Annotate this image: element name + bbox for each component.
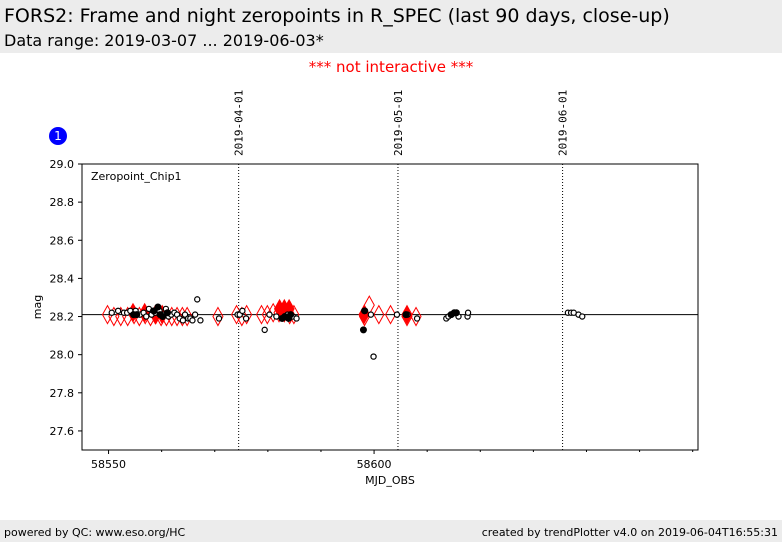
data-point-open-circle bbox=[367, 311, 375, 318]
data-point-open-circle bbox=[261, 326, 268, 334]
data-point-open-circle bbox=[189, 317, 196, 324]
data-point-open-circle bbox=[114, 307, 122, 315]
data-point-open-circle bbox=[393, 311, 401, 318]
data-point-filled-circle bbox=[402, 311, 410, 319]
data-point-filled-circle bbox=[154, 303, 162, 311]
x-tick-label: 58550 bbox=[91, 458, 126, 471]
y-tick-label: 27.6 bbox=[50, 425, 75, 438]
data-point-open-circle bbox=[215, 315, 223, 322]
data-point-open-diamond bbox=[212, 306, 224, 327]
data-point-open-circle bbox=[370, 353, 377, 360]
y-tick-label: 29.0 bbox=[50, 158, 75, 171]
data-point-filled-circle bbox=[133, 311, 141, 319]
data-point-open-diamond bbox=[255, 304, 268, 325]
header-bar: FORS2: Frame and night zeropoints in R_S… bbox=[0, 0, 782, 53]
panel-number-badge bbox=[49, 127, 67, 145]
x-axis-label: MJD_OBS bbox=[365, 474, 415, 487]
y-tick-label: 27.8 bbox=[50, 387, 75, 400]
data-point-open-circle bbox=[579, 313, 586, 320]
data-point-open-diamond bbox=[384, 304, 397, 325]
data-point-filled-circle bbox=[361, 307, 369, 315]
data-point-open-circle bbox=[179, 317, 187, 324]
y-tick-label: 28.0 bbox=[50, 349, 75, 362]
data-point-filled-circle bbox=[163, 309, 171, 317]
data-point-filled-circle bbox=[452, 309, 460, 317]
data-range-subtitle: Data range: 2019-03-07 ... 2019-06-03* bbox=[4, 31, 324, 50]
date-marker-label: 2019-05-01 bbox=[392, 90, 405, 156]
data-point-open-circle bbox=[266, 311, 273, 318]
x-tick-label: 58600 bbox=[357, 458, 392, 471]
data-point-open-diamond bbox=[410, 306, 422, 327]
data-point-open-diamond bbox=[373, 304, 385, 325]
data-point-open-circle bbox=[194, 296, 201, 303]
panel-number-label: 1 bbox=[54, 129, 62, 143]
zeropoint-chart: 27.6 27.8 28.0 28.2 28.4 28.6 28.8 29.0 58550 586… bbox=[31, 90, 699, 487]
y-tick-label: 28.4 bbox=[50, 272, 75, 285]
data-point-open-circle bbox=[197, 317, 204, 324]
y-axis-label: mag bbox=[31, 295, 44, 319]
data-point-open-circle bbox=[242, 315, 250, 322]
date-marker-label: 2019-06-01 bbox=[557, 90, 570, 156]
data-point-open-circle bbox=[293, 315, 300, 322]
y-tick-label: 28.8 bbox=[50, 196, 75, 209]
data-point-filled-circle bbox=[159, 313, 167, 321]
footer-bar: powered by QC: www.eso.org/HC created by… bbox=[0, 520, 782, 542]
page-title: FORS2: Frame and night zeropoints in R_S… bbox=[4, 5, 670, 27]
data-point-open-diamond bbox=[261, 304, 273, 325]
data-point-filled-circle bbox=[359, 326, 367, 334]
data-point-open-circle bbox=[464, 309, 472, 316]
footer-powered-by: powered by QC: www.eso.org/HC bbox=[4, 526, 186, 539]
data-point-open-circle bbox=[273, 313, 280, 320]
data-point-open-circle bbox=[413, 315, 421, 322]
data-point-open-circle bbox=[108, 309, 115, 316]
data-point-open-circle bbox=[239, 307, 246, 315]
not-interactive-notice: *** not interactive *** bbox=[308, 58, 474, 76]
data-point-open-circle bbox=[143, 313, 150, 320]
date-marker-label: 2019-04-01 bbox=[233, 90, 246, 156]
y-tick-label: 28.6 bbox=[50, 234, 75, 247]
data-point-open-circle bbox=[191, 311, 199, 318]
y-tick-label: 28.2 bbox=[50, 311, 75, 324]
panel-label: Zeropoint_Chip1 bbox=[91, 170, 182, 183]
footer-created-by: created by trendPlotter v4.0 on 2019-06-… bbox=[481, 526, 778, 539]
data-point-filled-circle bbox=[287, 311, 295, 319]
